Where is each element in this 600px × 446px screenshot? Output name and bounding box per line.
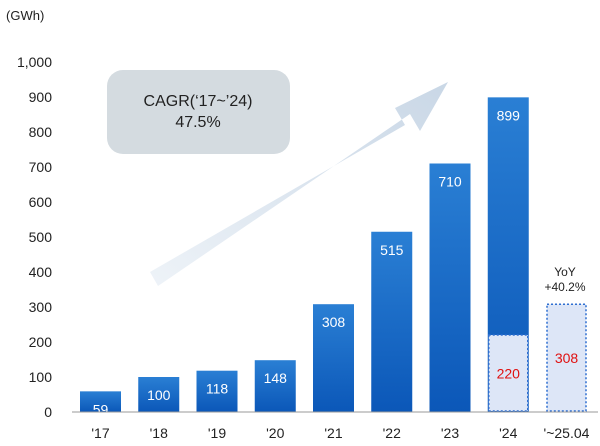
partial-bar (488, 334, 529, 412)
growth-arrow-shape (150, 82, 448, 286)
cagr-value: 47.5% (175, 114, 220, 131)
bar (429, 163, 471, 412)
bar (313, 304, 354, 412)
bar-value-label: 59 (93, 401, 109, 417)
y-tick-label: 700 (29, 159, 53, 175)
growth-arrow (150, 82, 448, 286)
x-tick-label: '23 (441, 425, 459, 441)
unit-label: (GWh) (6, 8, 44, 23)
partial-value-label: 308 (555, 350, 579, 366)
bar (254, 360, 296, 412)
bar-value-label: 710 (438, 174, 462, 190)
bar-value-label: 899 (497, 107, 521, 123)
y-tick-label: 900 (29, 89, 53, 105)
bar-value-label: 148 (264, 370, 288, 386)
y-axis: 0 100 200 300 400 500 600 700 800 900 1,000 (17, 54, 52, 420)
x-tick-label: '22 (383, 425, 401, 441)
partial-value-label: 220 (497, 366, 521, 382)
yoy-annotation: YoY +40.2% (544, 265, 585, 294)
y-tick-label: 0 (44, 404, 52, 420)
y-tick-label: 300 (29, 299, 53, 315)
yoy-value: +40.2% (544, 280, 585, 294)
y-tick-label: 1,000 (17, 54, 52, 70)
partial-bar (546, 303, 587, 412)
x-tick-label: '19 (208, 425, 226, 441)
y-tick-label: 100 (29, 369, 53, 385)
x-tick-label: '24 (499, 425, 517, 441)
y-tick-label: 200 (29, 334, 53, 350)
x-tick-label: '17 (91, 425, 109, 441)
bar (371, 231, 413, 412)
bar-value-label: 118 (206, 381, 229, 397)
bar (196, 370, 238, 412)
y-tick-label: 400 (29, 264, 53, 280)
y-tick-label: 500 (29, 229, 53, 245)
bar-value-label: 308 (322, 314, 346, 330)
x-axis: '17 '18 '19 '20 '21 '22 '23 '24 '~25.04 (91, 425, 589, 441)
bar-value-label: 515 (380, 242, 404, 258)
cagr-box (107, 70, 290, 154)
cagr-label: CAGR(‘17~’24) (144, 93, 253, 110)
x-tick-label: '20 (266, 425, 284, 441)
y-tick-label: 800 (29, 124, 53, 140)
x-tick-label: '21 (324, 425, 342, 441)
bar (80, 391, 121, 412)
bar (138, 377, 180, 412)
yoy-label: YoY (554, 265, 576, 279)
x-tick-label: '~25.04 (544, 425, 590, 441)
bar-value-label: 100 (147, 387, 171, 403)
x-tick-label: '18 (150, 425, 168, 441)
y-tick-label: 600 (29, 194, 53, 210)
bars: 59 100 118 148 308 515 710 899 220 308 (80, 97, 587, 417)
cagr-callout: CAGR(‘17~’24) 47.5% (107, 70, 290, 154)
